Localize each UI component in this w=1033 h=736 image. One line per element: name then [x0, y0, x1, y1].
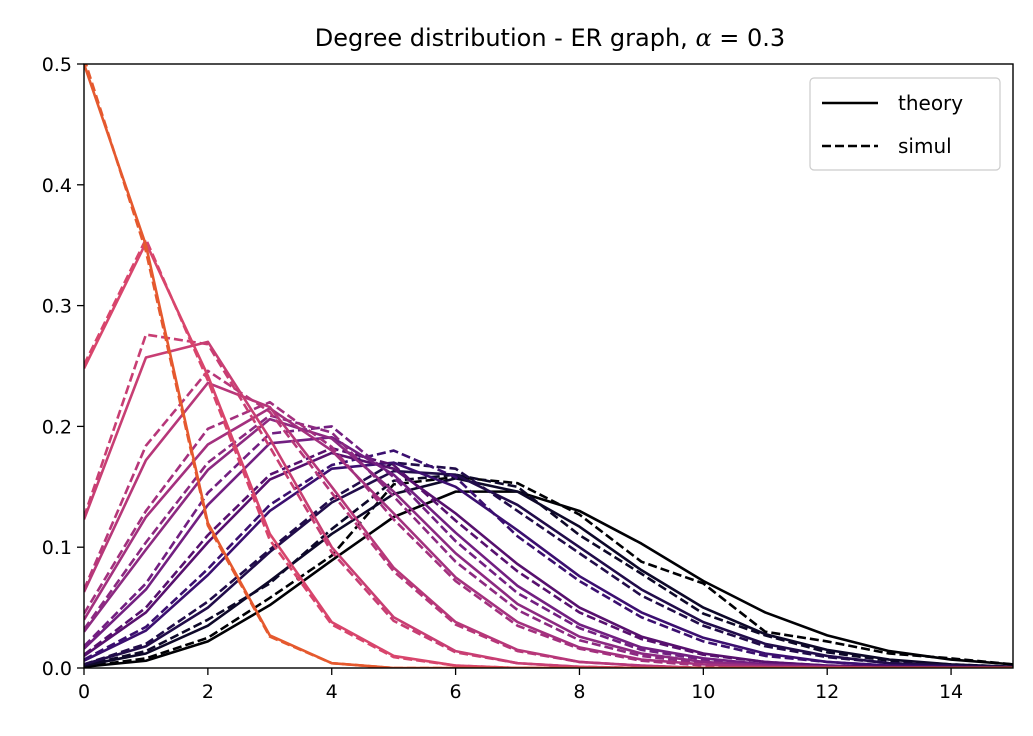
x-tick-label: 8: [573, 681, 585, 703]
x-tick-label: 0: [78, 681, 90, 703]
y-tick-label: 0.5: [42, 54, 72, 76]
x-tick-label: 4: [326, 681, 338, 703]
x-tick-label: 14: [939, 681, 963, 703]
axes-layer: 0 2 4 6 8 10 12 14 0.0 0.1 0.2 0.3 0.4 0.5: [42, 54, 1014, 703]
chart-title-suffix: = 0.3: [712, 24, 786, 52]
series-7-simul-line: [84, 400, 1013, 668]
y-tick-label: 0.2: [42, 416, 72, 438]
y-tick-label: 0.0: [42, 658, 72, 680]
series-3-theory-line: [84, 461, 1013, 668]
series-10-theory-line: [84, 241, 1013, 668]
legend-theory-label: theory: [898, 91, 963, 115]
series-1-simul-line: [84, 473, 1013, 668]
series-9-simul-line: [84, 333, 1013, 668]
y-tick-label: 0.3: [42, 296, 72, 318]
y-tick-label: 0.1: [42, 537, 72, 559]
series-0-theory-line: [84, 490, 1013, 668]
series-6-theory-line: [84, 417, 1013, 668]
series-11-theory-line: [84, 64, 1013, 668]
x-tick-label: 10: [691, 681, 715, 703]
y-tick-label: 0.4: [42, 175, 72, 197]
legend: theory simul: [809, 77, 1001, 171]
chart-title-symbol: α: [695, 24, 711, 52]
series-0-simul-line: [84, 475, 1013, 668]
series-6-simul-line: [84, 414, 1013, 668]
chart-title-prefix: Degree distribution - ER graph,: [315, 24, 696, 52]
x-tick-label: 12: [815, 681, 839, 703]
plot-frame: [83, 63, 1014, 669]
x-tick-label: 6: [450, 681, 462, 703]
legend-simul-label: simul: [898, 134, 952, 158]
series-10-simul-line: [84, 237, 1013, 668]
legend-frame: [809, 77, 1001, 171]
x-tick-label: 2: [202, 681, 214, 703]
series-9-theory-line: [84, 340, 1013, 668]
series-7-theory-line: [84, 406, 1013, 668]
series-1-theory-line: [84, 477, 1013, 668]
chart-title: Degree distribution - ER graph, α = 0.3: [315, 24, 785, 52]
